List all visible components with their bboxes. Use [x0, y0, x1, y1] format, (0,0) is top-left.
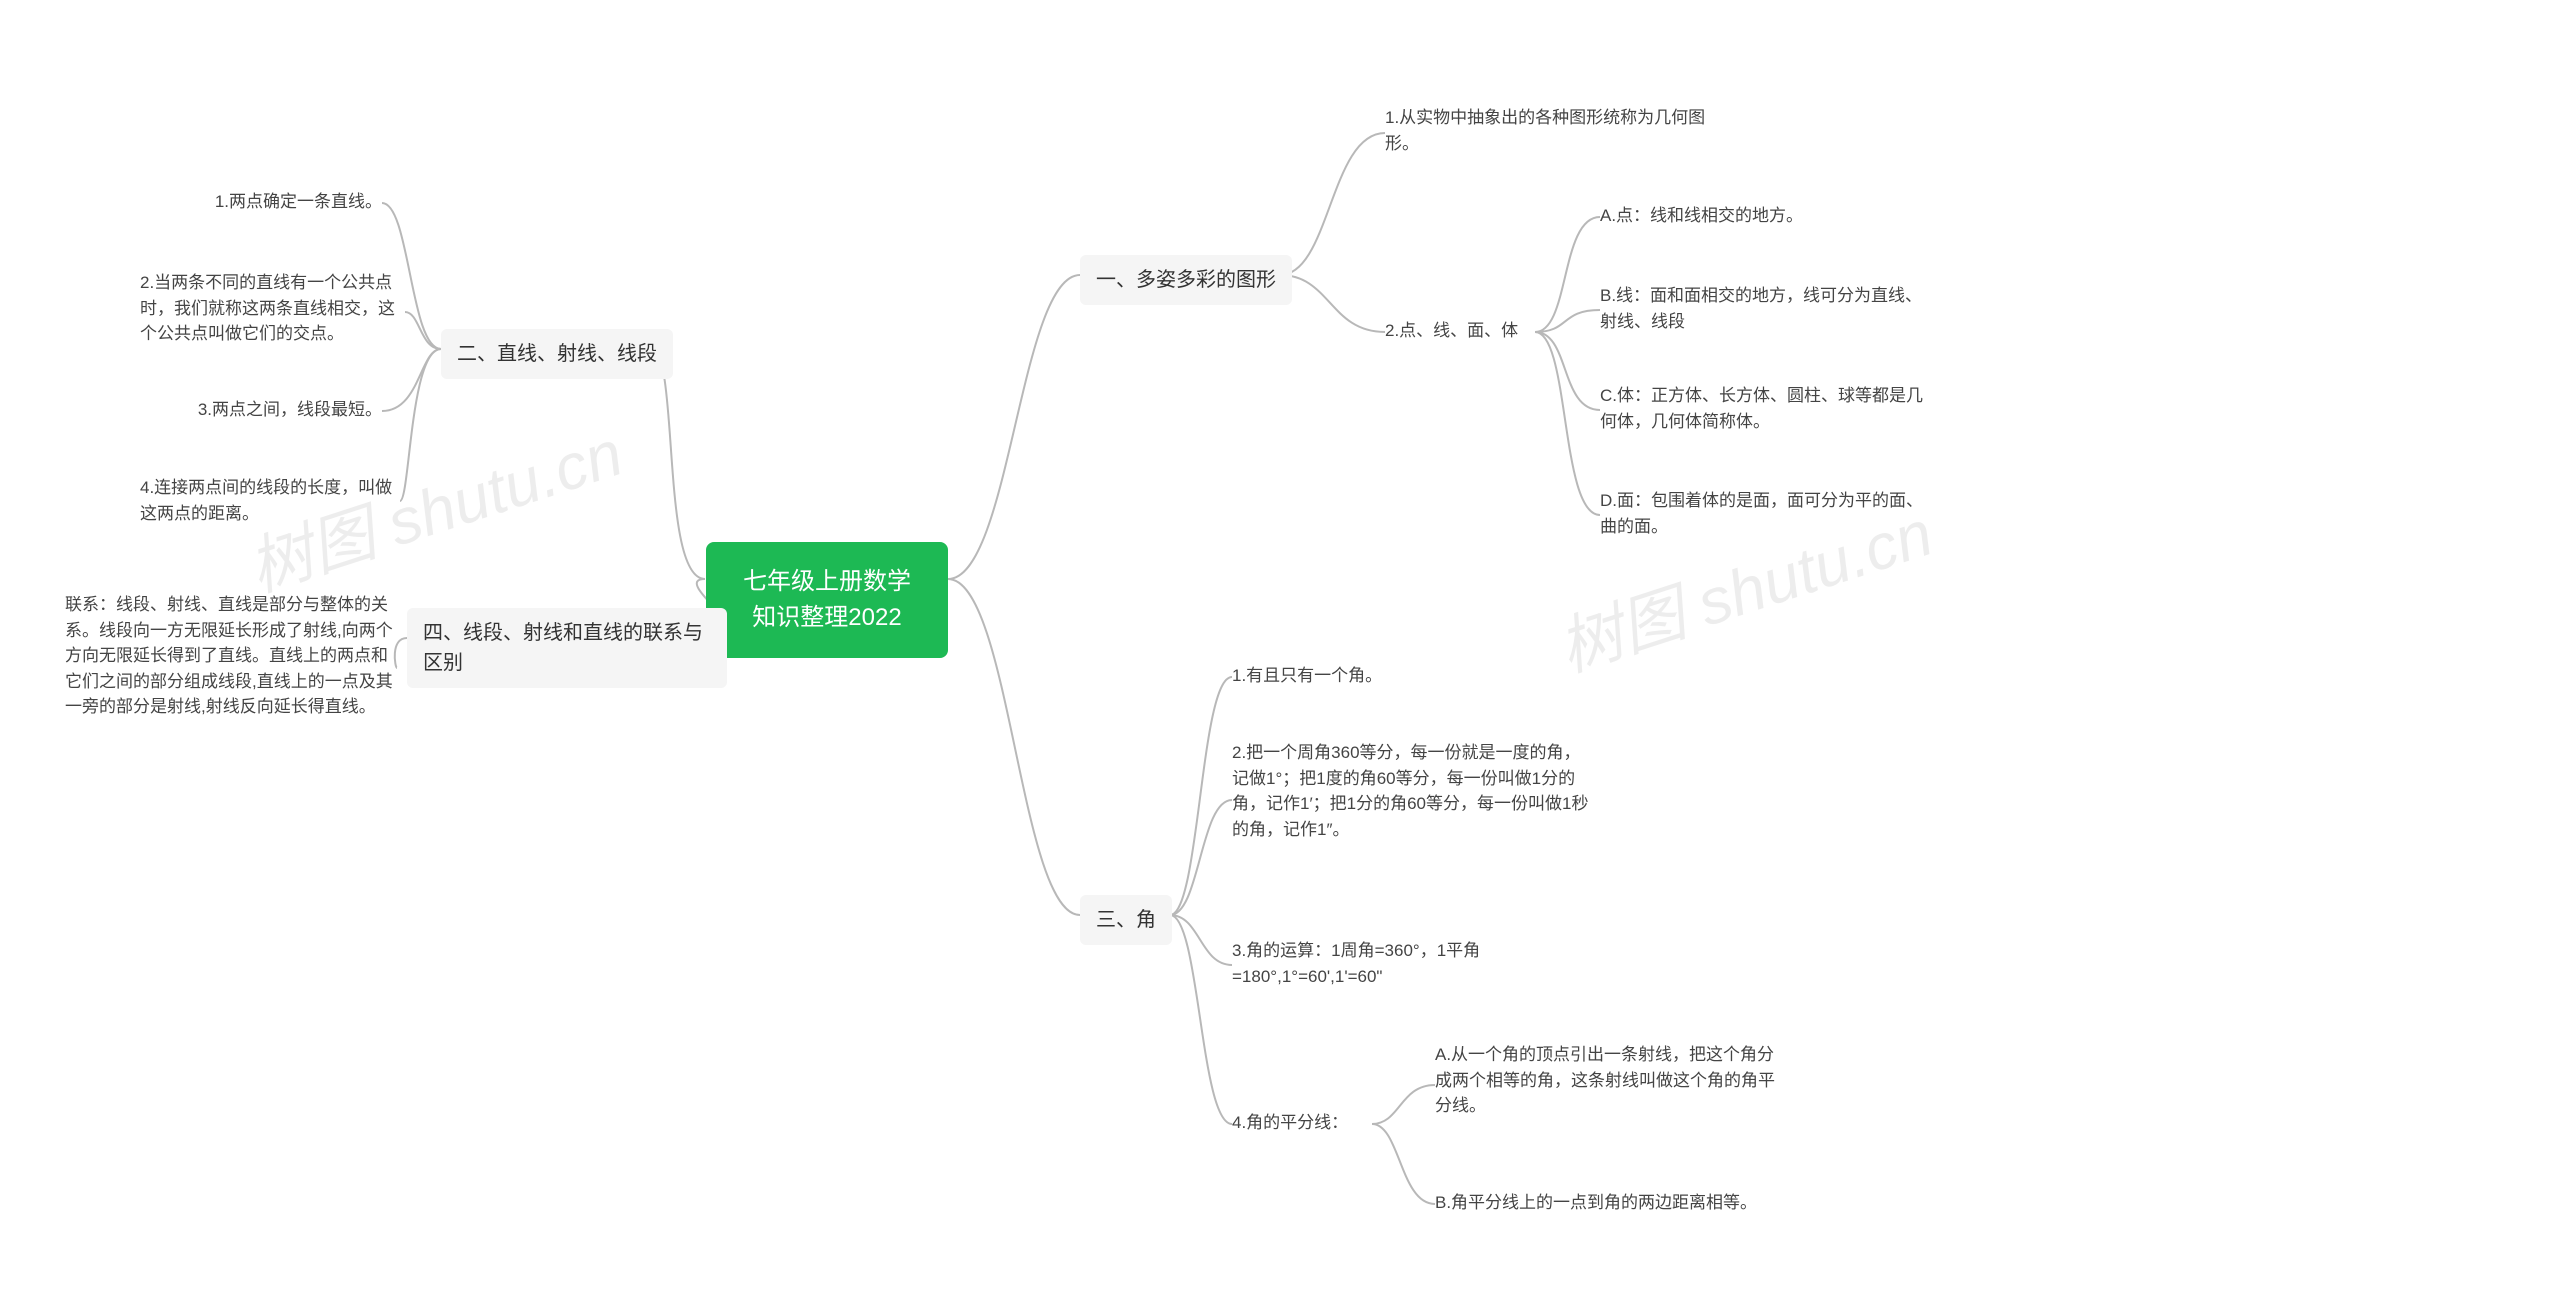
branch-r2[interactable]: 三、角 [1080, 895, 1172, 945]
leaf-l1-1[interactable]: 1.两点确定一条直线。 [172, 189, 382, 215]
leaf-r1-2-c[interactable]: C.体：正方体、长方体、圆柱、球等都是几何体，几何体简称体。 [1600, 383, 1930, 434]
leaf-r1-2-b[interactable]: B.线：面和面相交的地方，线可分为直线、射线、线段 [1600, 283, 1930, 334]
branch-l2[interactable]: 四、线段、射线和直线的联系与区别 [407, 608, 727, 688]
leaf-l1-2[interactable]: 2.当两条不同的直线有一个公共点时，我们就称这两条直线相交，这个公共点叫做它们的… [140, 270, 405, 347]
leaf-r1-2-d[interactable]: D.面：包围着体的是面，面可分为平的面、曲的面。 [1600, 488, 1930, 539]
leaf-r1-2-c-label: C.体：正方体、长方体、圆柱、球等都是几何体，几何体简称体。 [1600, 386, 1923, 431]
leaf-r2-4-a-label: A.从一个角的顶点引出一条射线，把这个角分成两个相等的角，这条射线叫做这个角的角… [1435, 1045, 1775, 1115]
branch-r2-4-label: 4.角的平分线： [1232, 1113, 1348, 1132]
leaf-l1-1-label: 1.两点确定一条直线。 [215, 192, 382, 211]
branch-r1[interactable]: 一、多姿多彩的图形 [1080, 255, 1292, 305]
leaf-r2-1-label: 1.有且只有一个角。 [1232, 666, 1382, 685]
leaf-r2-2[interactable]: 2.把一个周角360等分，每一份就是一度的角，记做1°；把1度的角60等分，每一… [1232, 740, 1592, 842]
leaf-r2-4-b[interactable]: B.角平分线上的一点到角的两边距离相等。 [1435, 1190, 1775, 1216]
branch-l1[interactable]: 二、直线、射线、线段 [441, 329, 673, 379]
leaf-l1-4[interactable]: 4.连接两点间的线段的长度，叫做这两点的距离。 [140, 475, 400, 526]
leaf-r2-3[interactable]: 3.角的运算：1周角=360°，1平角=180°,1°=60',1'=60" [1232, 938, 1592, 989]
leaf-l1-3-label: 3.两点之间，线段最短。 [198, 400, 382, 419]
leaf-r1-2-d-label: D.面：包围着体的是面，面可分为平的面、曲的面。 [1600, 491, 1923, 536]
leaf-l2-1-label: 联系：线段、射线、直线是部分与整体的关系。线段向一方无限延长形成了射线,向两个方… [65, 595, 393, 716]
leaf-l1-4-label: 4.连接两点间的线段的长度，叫做这两点的距离。 [140, 478, 392, 523]
leaf-r1-2-b-label: B.线：面和面相交的地方，线可分为直线、射线、线段 [1600, 286, 1922, 331]
leaf-r2-1[interactable]: 1.有且只有一个角。 [1232, 663, 1562, 689]
leaf-r1-2-a-label: A.点：线和线相交的地方。 [1600, 206, 1803, 225]
leaf-r2-4-a[interactable]: A.从一个角的顶点引出一条射线，把这个角分成两个相等的角，这条射线叫做这个角的角… [1435, 1042, 1775, 1119]
branch-r2-label: 三、角 [1096, 909, 1156, 931]
leaf-r1-1[interactable]: 1.从实物中抽象出的各种图形统称为几何图形。 [1385, 105, 1715, 156]
leaf-r2-2-label: 2.把一个周角360等分，每一份就是一度的角，记做1°；把1度的角60等分，每一… [1232, 743, 1588, 839]
leaf-l1-3[interactable]: 3.两点之间，线段最短。 [172, 397, 382, 423]
leaf-l1-2-label: 2.当两条不同的直线有一个公共点时，我们就称这两条直线相交，这个公共点叫做它们的… [140, 273, 395, 343]
branch-l1-label: 二、直线、射线、线段 [457, 343, 657, 365]
leaf-l2-1[interactable]: 联系：线段、射线、直线是部分与整体的关系。线段向一方无限延长形成了射线,向两个方… [65, 592, 397, 720]
leaf-r2-3-label: 3.角的运算：1周角=360°，1平角=180°,1°=60',1'=60" [1232, 941, 1480, 986]
mindmap-center[interactable]: 七年级上册数学知识整理2022 [706, 542, 948, 658]
branch-r1-label: 一、多姿多彩的图形 [1096, 269, 1276, 291]
branch-r2-4[interactable]: 4.角的平分线： [1232, 1110, 1348, 1136]
leaf-r1-1-label: 1.从实物中抽象出的各种图形统称为几何图形。 [1385, 108, 1705, 153]
leaf-r1-2-a[interactable]: A.点：线和线相交的地方。 [1600, 203, 1930, 229]
branch-r1-2-label: 2.点、线、面、体 [1385, 321, 1518, 340]
branch-l2-label: 四、线段、射线和直线的联系与区别 [423, 622, 703, 674]
center-label: 七年级上册数学知识整理2022 [743, 568, 911, 631]
leaf-r2-4-b-label: B.角平分线上的一点到角的两边距离相等。 [1435, 1193, 1757, 1212]
branch-r1-2[interactable]: 2.点、线、面、体 [1385, 318, 1518, 344]
